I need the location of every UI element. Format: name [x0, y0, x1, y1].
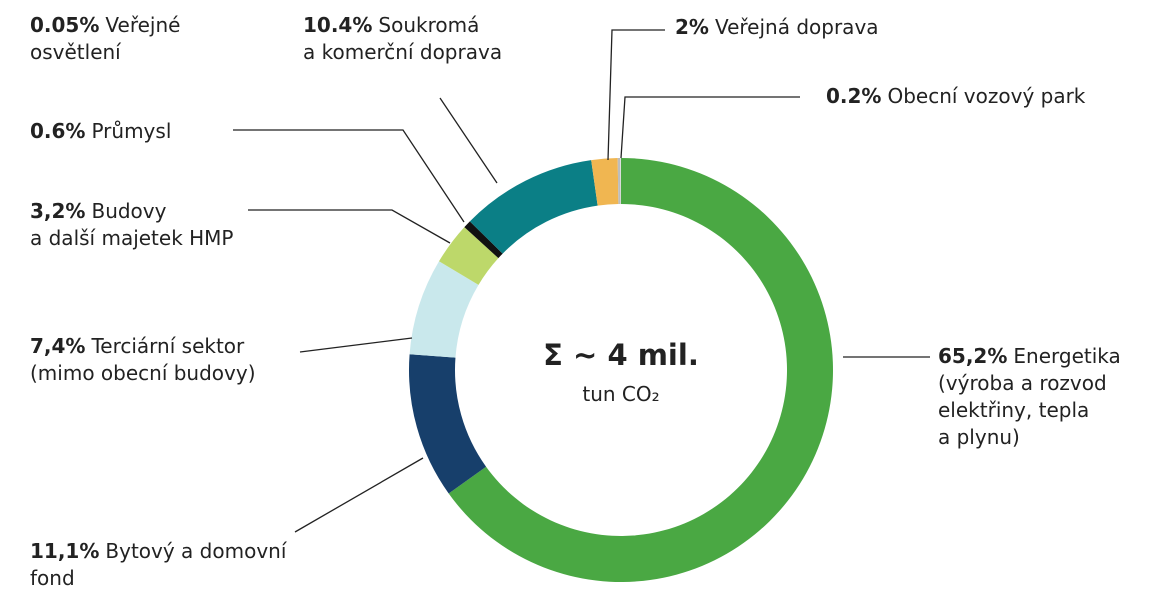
leader-line: [233, 129, 465, 223]
donut-segment: [409, 354, 487, 494]
value-label: 2%: [675, 15, 709, 39]
leader-line: [607, 29, 665, 161]
donut-segment: [469, 160, 598, 254]
value-label: 10.4%: [303, 13, 373, 37]
category-label: Budovy a další majetek HMP: [30, 199, 234, 250]
value-label: 11,1%: [30, 539, 100, 563]
slice-label: 10.4% Soukromá a komerční doprava: [303, 12, 502, 66]
value-label: 0.2%: [826, 84, 882, 108]
slice-label: 65,2% Energetika (výroba a rozvod elektři…: [938, 343, 1121, 451]
center-title: Σ ~ 4 mil.: [543, 338, 699, 372]
category-label: Průmysl: [91, 119, 172, 143]
slice-label: 7,4% Terciární sektor (mimo obecní budovy…: [30, 333, 256, 387]
value-label: 3,2%: [30, 199, 86, 223]
slice-label: 0.6% Průmysl: [30, 118, 171, 145]
donut-segment: [617, 158, 621, 205]
value-label: 7,4%: [30, 334, 86, 358]
slice-label: 3,2% Budovy a další majetek HMP: [30, 198, 234, 252]
donut-segment: [620, 158, 621, 205]
category-label: Bytový a domovní fond: [30, 539, 287, 590]
slice-label: 0.2% Obecní vozový park: [826, 83, 1085, 110]
leader-line: [248, 209, 451, 244]
category-label: Terciární sektor (mimo obecní budovy): [30, 334, 256, 385]
leader-line: [620, 96, 800, 159]
donut-segment: [409, 261, 479, 358]
slice-label: 0.05% Veřejné osvětlení: [30, 12, 180, 66]
leader-line: [439, 97, 498, 184]
slice-label: 11,1% Bytový a domovní fond: [30, 538, 286, 592]
slice-label: 2% Veřejná doprava: [675, 14, 879, 41]
category-label: Energetika (výroba a rozvod elektřiny, t…: [938, 344, 1121, 449]
category-label: Obecní vozový park: [887, 84, 1086, 108]
center-subtitle: tun CO₂: [582, 382, 660, 406]
value-label: 65,2%: [938, 344, 1008, 368]
value-label: 0.05%: [30, 13, 100, 37]
leader-line: [299, 337, 413, 353]
category-label: Veřejná doprava: [714, 15, 879, 39]
donut-segment: [439, 227, 499, 285]
donut-segment: [464, 221, 503, 259]
value-label: 0.6%: [30, 119, 86, 143]
leader-line: [294, 457, 424, 533]
category-label: Soukromá a komerční doprava: [303, 13, 503, 64]
donut-segment: [591, 158, 619, 206]
category-label: Veřejné osvětlení: [30, 13, 181, 64]
